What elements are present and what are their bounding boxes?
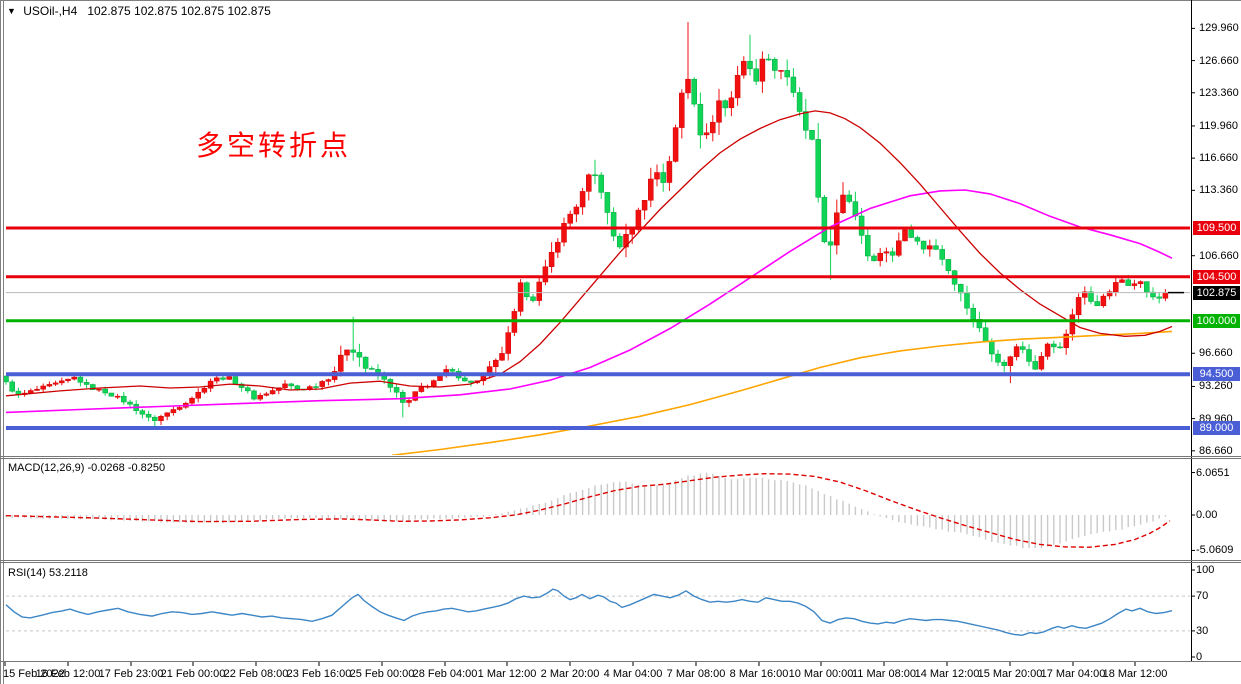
rsi-axis-label: 100 bbox=[1196, 564, 1215, 576]
price-badge-104.500: 104.500 bbox=[1193, 269, 1240, 284]
time-axis-label[interactable]: 25 Feb 00:00 bbox=[349, 668, 415, 680]
time-axis-label[interactable]: 16 Feb 12:00 bbox=[35, 668, 101, 680]
macd-axis-label: 6.0651 bbox=[1196, 466, 1230, 479]
time-axis-label[interactable]: 28 Feb 04:00 bbox=[412, 668, 478, 680]
time-axis-label[interactable]: 1 Mar 12:00 bbox=[477, 668, 537, 680]
time-axis-label[interactable]: 18 Mar 12:00 bbox=[1102, 668, 1168, 680]
symbol-timeframe: USOil-,H4 bbox=[23, 4, 78, 18]
rsi-axis-label: 70 bbox=[1196, 590, 1209, 603]
rsi-axis-label: 30 bbox=[1196, 624, 1209, 637]
price-badge-102.875: 102.875 bbox=[1193, 285, 1240, 300]
time-axis-label[interactable]: 8 Mar 16:00 bbox=[729, 668, 789, 680]
price-axis-label: 129.960 bbox=[1199, 22, 1239, 35]
price-badge-94.500: 94.500 bbox=[1193, 367, 1240, 382]
macd-signal-line bbox=[5, 472, 1171, 548]
price-axis-label: 93.260 bbox=[1199, 380, 1233, 393]
time-axis-label[interactable]: 22 Feb 08:00 bbox=[223, 668, 289, 680]
rsi-indicator-label: RSI(14) 53.2118 bbox=[8, 567, 88, 579]
rsi-axis-label: 0 bbox=[1196, 651, 1203, 663]
price-axis-label: 113.360 bbox=[1199, 184, 1238, 197]
price-badge-100.000: 100.000 bbox=[1193, 313, 1240, 328]
macd-pane[interactable] bbox=[5, 472, 1171, 549]
price-axis-label: 86.660 bbox=[1199, 444, 1233, 457]
candlesticks bbox=[4, 22, 1169, 426]
price-axis-label: 116.660 bbox=[1199, 152, 1238, 165]
price-axis-label: 119.960 bbox=[1199, 119, 1238, 132]
macd-axis-label: -5.0609 bbox=[1196, 544, 1234, 557]
main-price-pane[interactable] bbox=[4, 22, 1191, 455]
macd-axis-label: 0.00 bbox=[1196, 509, 1218, 521]
time-axis-label[interactable]: 2 Mar 20:00 bbox=[540, 668, 600, 680]
trend-turning-point-annotation: 多空转折点 bbox=[196, 130, 352, 161]
ma-slow-orange bbox=[391, 330, 1173, 455]
time-axis-label[interactable]: 17 Feb 23:00 bbox=[98, 668, 164, 680]
time-axis-label[interactable]: 7 Mar 08:00 bbox=[666, 668, 726, 680]
ohlc-quotes: 102.875 102.875 102.875 102.875 bbox=[87, 4, 271, 18]
ma-mid-magenta bbox=[5, 189, 1173, 414]
price-axis-label: 126.660 bbox=[1199, 54, 1239, 67]
symbol-dropdown-icon[interactable]: ▼ bbox=[7, 6, 16, 16]
time-axis-label[interactable]: 10 Mar 00:00 bbox=[788, 668, 854, 680]
time-axis-label[interactable]: 4 Mar 04:00 bbox=[603, 668, 663, 680]
time-axis-label[interactable]: 21 Feb 00:00 bbox=[160, 668, 226, 680]
ma-fast-red bbox=[5, 110, 1173, 397]
time-axis-label[interactable]: 23 Feb 16:00 bbox=[286, 668, 352, 680]
time-axis-label[interactable]: 14 Mar 12:00 bbox=[914, 668, 980, 680]
time-axis-label[interactable]: 15 Mar 20:00 bbox=[977, 668, 1043, 680]
price-axis-label: 106.660 bbox=[1199, 249, 1239, 262]
price-axis-label: 123.360 bbox=[1199, 86, 1239, 99]
time-axis-label[interactable]: 11 Mar 08:00 bbox=[851, 668, 917, 680]
rsi-pane[interactable] bbox=[5, 588, 1190, 637]
price-badge-89.000: 89.000 bbox=[1193, 421, 1240, 435]
time-axis-label[interactable]: 17 Mar 04:00 bbox=[1040, 668, 1106, 680]
time-axis-label[interactable]: 15 Feb 2022 bbox=[3, 668, 65, 680]
chart-title: ▼ USOil-,H4 102.875 102.875 102.875 102.… bbox=[7, 4, 271, 18]
price-axis-label: 96.660 bbox=[1199, 347, 1233, 360]
rsi-line bbox=[5, 588, 1173, 637]
macd-indicator-label: MACD(12,26,9) -0.0268 -0.8250 bbox=[8, 462, 166, 474]
price-badge-109.500: 109.500 bbox=[1193, 221, 1240, 235]
